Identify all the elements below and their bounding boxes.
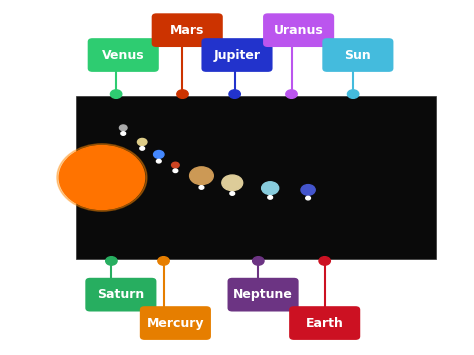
Circle shape (119, 125, 127, 131)
Circle shape (262, 182, 279, 195)
Circle shape (57, 144, 147, 211)
Text: Neptune: Neptune (233, 288, 293, 301)
Text: Venus: Venus (102, 49, 145, 61)
Circle shape (177, 90, 188, 98)
Circle shape (172, 162, 179, 168)
Circle shape (106, 257, 117, 265)
Circle shape (253, 257, 264, 265)
FancyBboxPatch shape (152, 13, 223, 47)
FancyBboxPatch shape (289, 306, 360, 340)
Circle shape (319, 257, 330, 265)
Circle shape (268, 196, 273, 199)
Circle shape (156, 159, 161, 163)
FancyBboxPatch shape (88, 38, 159, 72)
FancyBboxPatch shape (322, 38, 393, 72)
Text: Uranus: Uranus (274, 24, 323, 37)
Circle shape (222, 175, 243, 191)
Circle shape (173, 169, 178, 173)
FancyBboxPatch shape (201, 38, 273, 72)
Text: Sun: Sun (345, 49, 371, 61)
Circle shape (199, 186, 204, 189)
Text: Saturn: Saturn (97, 288, 145, 301)
Circle shape (306, 196, 310, 200)
Circle shape (158, 257, 169, 265)
Text: Mercury: Mercury (146, 317, 204, 329)
Circle shape (154, 151, 164, 158)
Circle shape (347, 90, 359, 98)
Circle shape (230, 192, 235, 195)
Circle shape (110, 90, 122, 98)
FancyBboxPatch shape (140, 306, 211, 340)
Circle shape (121, 132, 126, 135)
FancyBboxPatch shape (263, 13, 334, 47)
Circle shape (286, 90, 297, 98)
Circle shape (229, 90, 240, 98)
Circle shape (301, 185, 315, 195)
FancyBboxPatch shape (76, 96, 436, 259)
Circle shape (137, 138, 147, 146)
Text: Earth: Earth (306, 317, 344, 329)
Circle shape (59, 146, 145, 209)
Circle shape (140, 147, 145, 150)
Text: Mars: Mars (170, 24, 204, 37)
FancyBboxPatch shape (85, 278, 156, 312)
Circle shape (190, 167, 213, 185)
FancyBboxPatch shape (228, 278, 299, 312)
Text: Jupiter: Jupiter (213, 49, 261, 61)
